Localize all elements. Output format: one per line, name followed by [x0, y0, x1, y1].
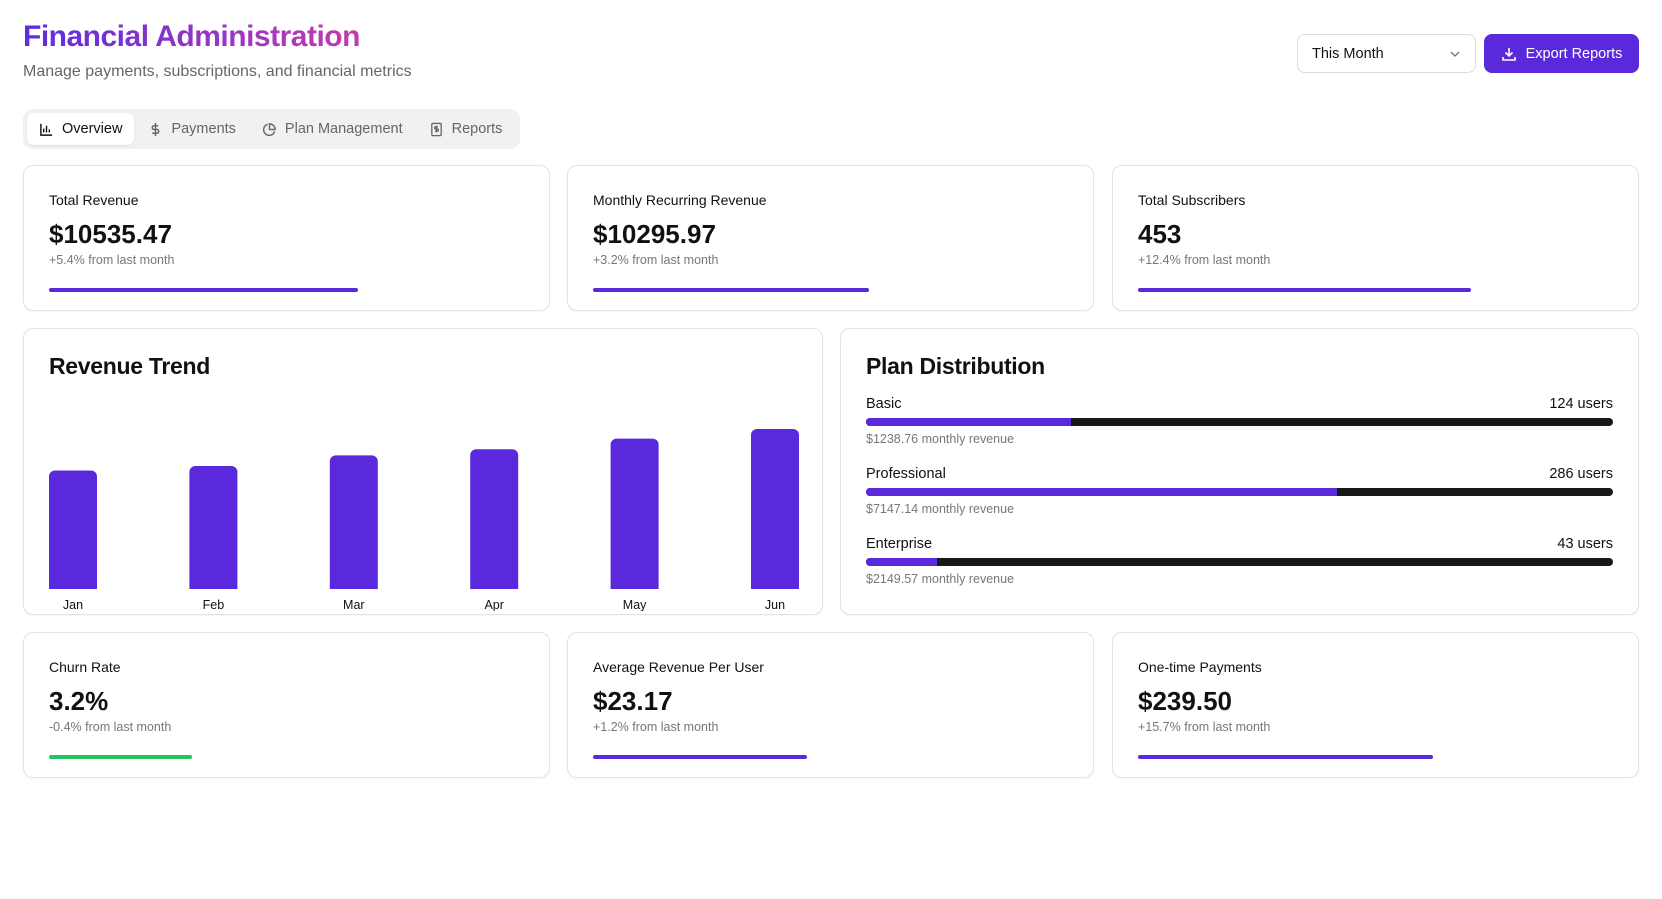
- plan-share-bar: [866, 418, 1613, 426]
- revenue-bar-may: [610, 438, 659, 589]
- plan-users: 43 users: [1557, 536, 1613, 552]
- period-select-value: This Month: [1312, 45, 1384, 62]
- x-tick-label: May: [623, 598, 647, 611]
- export-reports-label: Export Reports: [1525, 45, 1623, 62]
- plan-revenue: $7147.14 monthly revenue: [866, 502, 1015, 516]
- plan-revenue: $1238.76 monthly revenue: [866, 432, 1015, 446]
- stat-card-arpu: Average Revenue Per User $23.17 +1.2% fr…: [567, 632, 1094, 778]
- revenue-trend-chart: Jan Feb Mar Apr May Jun: [49, 429, 799, 611]
- stat-change: +5.4% from last month: [49, 253, 175, 267]
- period-select[interactable]: This Month: [1297, 34, 1476, 73]
- revenue-trend-title: Revenue Trend: [49, 353, 210, 379]
- revenue-bar-mar: [329, 455, 378, 589]
- x-tick-label: Feb: [203, 598, 225, 611]
- stat-value: 453: [1138, 219, 1182, 249]
- plan-row: Enterprise 43 users $2149.57 monthly reve…: [866, 536, 1613, 586]
- export-reports-button[interactable]: Export Reports: [1484, 34, 1639, 73]
- plan-users: 286 users: [1549, 466, 1613, 482]
- plan-share-fill: [866, 488, 1338, 496]
- plan-share-fill: [866, 418, 1071, 426]
- pie-chart-icon: [262, 122, 276, 136]
- stat-progress-bar: [49, 755, 192, 759]
- stat-change: +12.4% from last month: [1138, 253, 1271, 267]
- stat-change: +3.2% from last month: [593, 253, 719, 267]
- stat-progress-bar: [1138, 288, 1471, 292]
- stat-label: Total Revenue: [49, 192, 139, 208]
- tab-bar: Overview Payments Plan Management Report…: [23, 109, 520, 149]
- revenue-bar-feb: [189, 465, 238, 589]
- stat-progress-bar: [49, 288, 358, 292]
- page-subtitle: Manage payments, subscriptions, and fina…: [23, 63, 412, 80]
- stat-label: Churn Rate: [49, 659, 121, 675]
- stat-card-churn-rate: Churn Rate 3.2% -0.4% from last month: [23, 632, 550, 778]
- revenue-bar-jun: [751, 429, 799, 589]
- download-icon: [1501, 47, 1516, 61]
- plan-name: Enterprise: [866, 536, 933, 552]
- stat-label: Average Revenue Per User: [593, 659, 764, 675]
- stat-change: -0.4% from last month: [49, 720, 172, 734]
- plan-row: Basic 124 users $1238.76 monthly revenue: [866, 396, 1613, 446]
- chevron-down-icon: [1450, 51, 1460, 57]
- revenue-bar-jan: [49, 470, 97, 589]
- stat-value: $239.50: [1138, 686, 1232, 716]
- tab-label: Overview: [62, 121, 123, 137]
- x-tick-label: Apr: [484, 598, 503, 611]
- stat-value: 3.2%: [49, 686, 109, 716]
- dollar-icon: [151, 122, 160, 136]
- plan-share-fill: [866, 558, 937, 566]
- x-tick-label: Mar: [343, 598, 365, 611]
- plan-distribution-card: Plan Distribution Basic 124 users $1238.7…: [840, 328, 1639, 615]
- bar-chart-icon: [40, 123, 53, 136]
- tab-overview[interactable]: Overview: [27, 113, 135, 145]
- revenue-trend-card: Revenue Trend Jan Feb Mar Apr May Jun: [23, 328, 823, 615]
- stat-card-mrr: Monthly Recurring Revenue $10295.97 +3.2…: [567, 165, 1094, 311]
- x-tick-label: Jun: [765, 598, 785, 611]
- stat-value: $10535.47: [49, 219, 172, 249]
- tab-label: Reports: [451, 121, 503, 137]
- stat-card-total-subscribers: Total Subscribers 453 +12.4% from last m…: [1112, 165, 1639, 311]
- plan-revenue: $2149.57 monthly revenue: [866, 572, 1015, 586]
- plan-distribution-title: Plan Distribution: [866, 353, 1045, 379]
- plan-share-bar: [866, 488, 1613, 496]
- stat-label: Total Subscribers: [1138, 192, 1246, 208]
- plan-row: Professional 286 users $7147.14 monthly r…: [866, 466, 1613, 516]
- stat-progress-bar: [1138, 755, 1433, 759]
- revenue-bar-apr: [470, 449, 519, 589]
- receipt-icon: [430, 122, 442, 136]
- stat-progress-bar: [593, 288, 869, 292]
- tab-reports[interactable]: Reports: [417, 113, 515, 145]
- plan-users: 124 users: [1549, 396, 1613, 412]
- stat-label: One-time Payments: [1138, 659, 1262, 675]
- stat-label: Monthly Recurring Revenue: [593, 192, 767, 208]
- plan-share-bar: [866, 558, 1613, 566]
- stat-progress-bar: [593, 755, 807, 759]
- tab-payments[interactable]: Payments: [136, 113, 247, 145]
- tab-label: Payments: [171, 121, 236, 137]
- stat-card-one-time-payments: One-time Payments $239.50 +15.7% from la…: [1112, 632, 1639, 778]
- plan-name: Professional: [866, 466, 946, 482]
- page-title: Financial Administration: [23, 20, 360, 53]
- stat-change: +15.7% from last month: [1138, 720, 1271, 734]
- tab-plan-management[interactable]: Plan Management: [250, 113, 415, 145]
- stat-value: $10295.97: [593, 219, 716, 249]
- tab-label: Plan Management: [284, 121, 403, 137]
- plan-name: Basic: [866, 396, 902, 412]
- x-tick-label: Jan: [63, 598, 83, 611]
- stat-card-total-revenue: Total Revenue $10535.47 +5.4% from last …: [23, 165, 550, 311]
- stat-value: $23.17: [593, 686, 673, 716]
- stat-change: +1.2% from last month: [593, 720, 719, 734]
